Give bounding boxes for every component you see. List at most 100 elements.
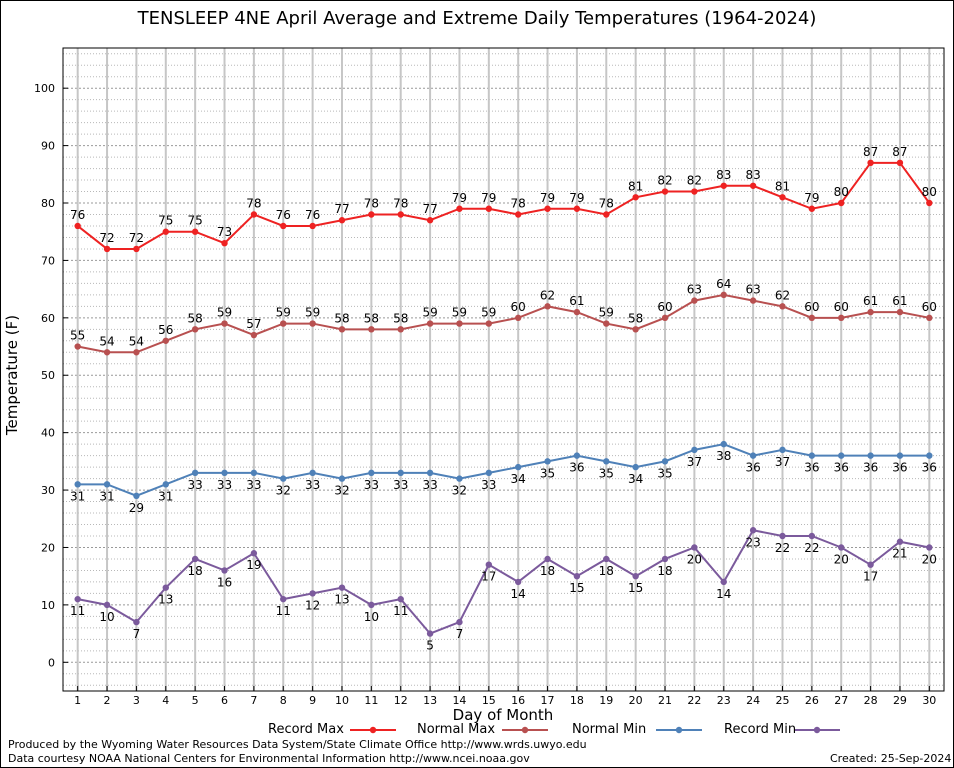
- data-point-normal-max: [808, 314, 816, 322]
- data-point-normal-max: [250, 331, 258, 339]
- data-point-normal-max: [691, 297, 698, 304]
- x-tick-label: 1: [74, 694, 81, 707]
- x-tick-label: 6: [221, 694, 228, 707]
- footer-data-courtesy: Data courtesy NOAA National Centers for …: [8, 752, 530, 765]
- data-point-normal-min: [838, 452, 845, 459]
- x-tick-label: 17: [541, 694, 555, 707]
- data-point-record-max: [103, 245, 111, 253]
- data-point-normal-max: [456, 320, 463, 327]
- data-label-record-min: 13: [158, 593, 173, 607]
- data-point-normal-max: [514, 314, 522, 322]
- x-tick-label: 25: [775, 694, 789, 707]
- data-label-record-max: 72: [99, 231, 114, 245]
- data-point-record-max: [603, 211, 610, 218]
- data-point-record-max: [338, 217, 346, 224]
- data-point-normal-max: [103, 349, 111, 356]
- data-label-normal-max: 60: [834, 300, 849, 314]
- data-point-normal-min: [808, 452, 816, 459]
- data-label-record-min: 20: [834, 552, 849, 566]
- series-line-normal-max: [77, 293, 930, 354]
- data-label-normal-min: 33: [217, 478, 232, 492]
- data-label-normal-max: 60: [922, 300, 937, 314]
- data-point-record-max: [661, 188, 669, 195]
- x-tick-label: 28: [864, 694, 878, 707]
- data-label-record-min: 23: [745, 535, 760, 549]
- x-tick-label: 26: [805, 694, 819, 707]
- data-point-normal-min: [280, 475, 287, 482]
- data-point-record-min: [838, 544, 845, 551]
- data-point-record-min: [691, 544, 698, 551]
- data-point-record-max: [397, 211, 404, 218]
- data-point-record-max: [808, 205, 816, 212]
- data-point-normal-max: [603, 320, 610, 327]
- data-point-normal-max: [838, 314, 845, 322]
- data-label-normal-max: 60: [657, 300, 672, 314]
- data-point-normal-min: [573, 452, 581, 459]
- x-tick-label: 14: [452, 694, 466, 707]
- data-label-normal-min: 31: [70, 489, 85, 503]
- data-label-record-min: 19: [246, 558, 261, 572]
- data-label-record-min: 10: [364, 610, 379, 624]
- data-point-normal-max: [867, 308, 874, 316]
- x-tick-label: 16: [511, 694, 525, 707]
- data-label-normal-min: 36: [569, 461, 584, 475]
- legend-marker-normal-max: [521, 726, 529, 734]
- data-label-normal-min: 33: [481, 478, 496, 492]
- data-point-record-max: [896, 159, 904, 167]
- data-point-normal-min: [632, 463, 639, 471]
- data-point-normal-min: [426, 469, 434, 477]
- data-label-normal-max: 58: [188, 311, 203, 325]
- x-tick-label: 20: [629, 694, 643, 707]
- data-point-normal-max: [191, 326, 199, 333]
- data-label-normal-min: 33: [305, 478, 320, 492]
- data-label-normal-min: 36: [745, 461, 760, 475]
- y-tick-label: 90: [41, 140, 55, 153]
- data-label-normal-max: 58: [393, 311, 408, 325]
- data-point-record-max: [133, 245, 140, 253]
- data-point-record-min: [720, 578, 727, 586]
- data-label-record-min: 12: [305, 598, 320, 612]
- data-point-normal-min: [103, 481, 111, 488]
- data-label-normal-min: 33: [188, 478, 203, 492]
- data-label-record-max: 76: [305, 208, 320, 222]
- data-label-record-max: 79: [804, 191, 819, 205]
- series-line-record-min: [77, 529, 930, 635]
- x-tick-label: 8: [280, 694, 287, 707]
- data-point-record-min: [544, 555, 551, 563]
- x-tick-label: 27: [834, 694, 848, 707]
- data-point-record-max: [456, 205, 463, 212]
- data-point-normal-min: [250, 469, 258, 477]
- data-label-normal-max: 58: [628, 311, 643, 325]
- data-label-normal-max: 57: [246, 317, 261, 331]
- data-point-normal-min: [309, 469, 316, 477]
- data-label-record-max: 77: [422, 202, 437, 216]
- data-label-record-min: 10: [99, 610, 114, 624]
- data-label-normal-min: 33: [422, 478, 437, 492]
- data-point-record-max: [485, 205, 493, 212]
- data-label-normal-min: 33: [246, 478, 261, 492]
- data-label-record-max: 76: [276, 208, 291, 222]
- data-point-normal-max: [221, 320, 228, 327]
- data-label-record-max: 72: [129, 231, 144, 245]
- y-tick-label: 30: [41, 484, 55, 497]
- data-point-record-min: [485, 561, 493, 568]
- data-point-record-min: [867, 561, 874, 568]
- data-label-record-max: 81: [775, 179, 790, 193]
- data-label-record-max: 79: [569, 191, 584, 205]
- data-label-record-min: 7: [133, 627, 141, 641]
- data-label-record-min: 17: [481, 570, 496, 584]
- data-label-record-max: 78: [364, 196, 379, 210]
- data-label-record-max: 79: [481, 191, 496, 205]
- x-tick-label: 24: [746, 694, 760, 707]
- x-tick-label: 5: [192, 694, 199, 707]
- y-tick-label: 40: [41, 427, 55, 440]
- data-label-normal-max: 59: [305, 306, 320, 320]
- data-point-normal-max: [397, 326, 404, 333]
- x-tick-label: 15: [482, 694, 496, 707]
- data-label-record-max: 73: [217, 225, 232, 239]
- data-point-record-max: [691, 188, 698, 195]
- data-point-normal-max: [544, 303, 551, 310]
- y-tick-label: 50: [41, 369, 55, 382]
- data-point-record-min: [397, 595, 404, 603]
